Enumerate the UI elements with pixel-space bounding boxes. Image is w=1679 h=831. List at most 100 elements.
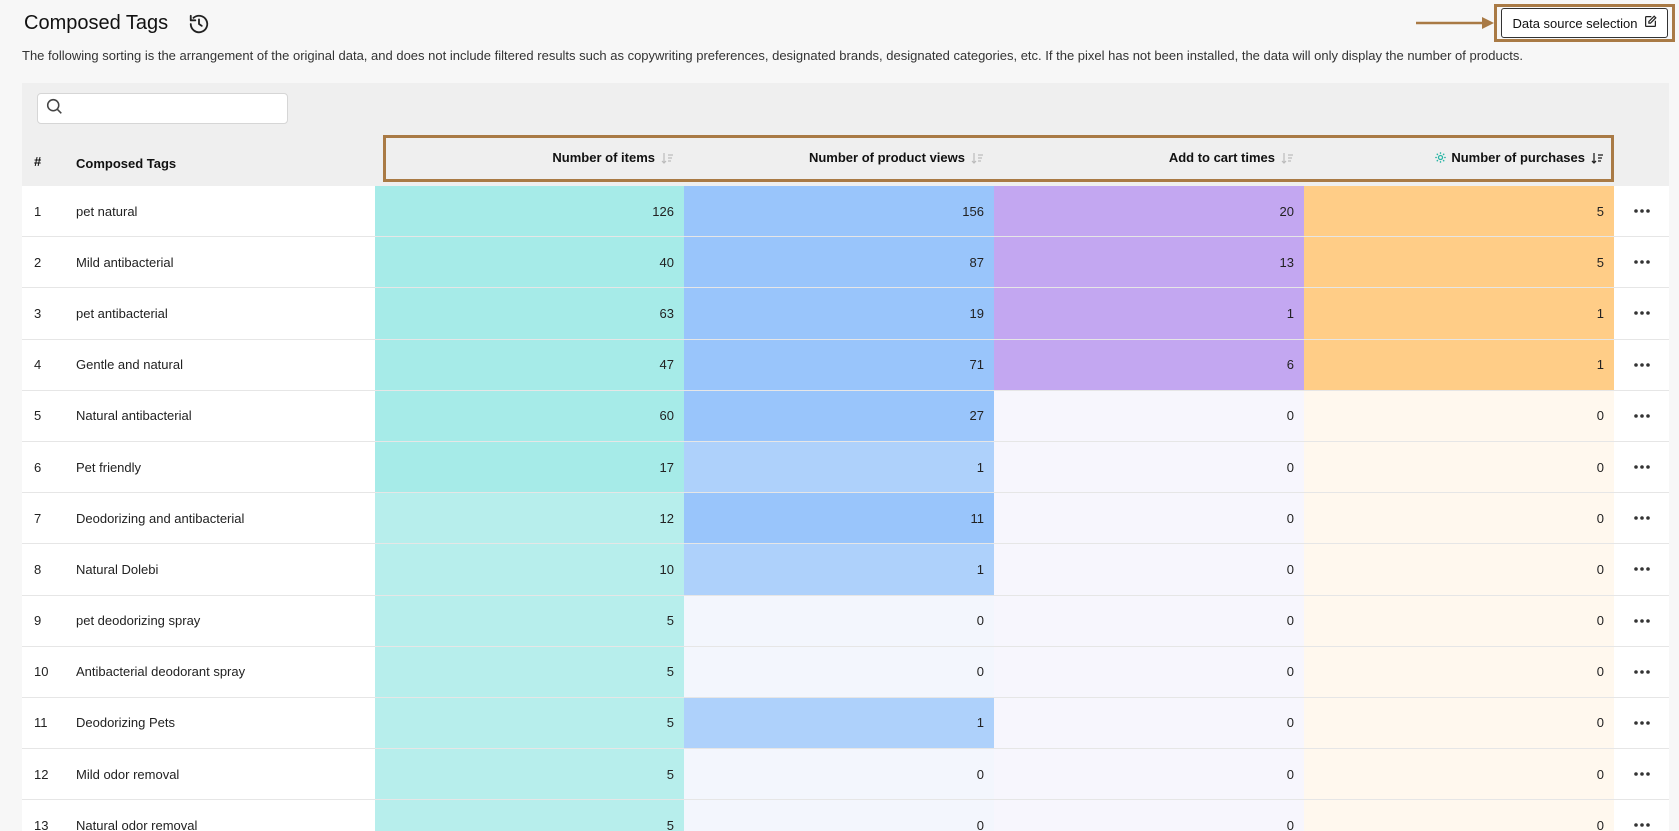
more-icon[interactable] — [1633, 362, 1651, 368]
row-views: 71 — [684, 339, 994, 390]
column-header-purchases[interactable]: Number of purchases — [1304, 133, 1614, 182]
row-views: 1 — [684, 544, 994, 595]
row-cart: 1 — [994, 288, 1304, 339]
row-index: 11 — [34, 715, 48, 731]
table-row: 11 Deodorizing Pets 5 1 0 0 — [22, 697, 1669, 750]
row-items: 47 — [375, 339, 684, 390]
row-tag: pet antibacterial — [76, 305, 168, 321]
edit-icon — [1644, 15, 1657, 31]
row-cart: 0 — [994, 544, 1304, 595]
row-tag: Deodorizing and antibacterial — [76, 510, 245, 526]
row-actions — [1614, 237, 1669, 287]
table-row: 6 Pet friendly 17 1 0 0 — [22, 441, 1669, 494]
row-views: 1 — [684, 697, 994, 749]
page-description: The following sorting is the arrangement… — [22, 48, 1523, 63]
row-index: 3 — [34, 305, 42, 321]
column-header-views[interactable]: Number of product views — [684, 133, 994, 182]
search-box[interactable] — [37, 93, 288, 124]
row-cart: 20 — [994, 186, 1304, 237]
row-index: 1 — [34, 203, 42, 219]
row-purchases: 0 — [1304, 493, 1614, 544]
row-items: 40 — [375, 237, 684, 288]
row-views: 11 — [684, 493, 994, 544]
row-cart: 0 — [994, 390, 1304, 441]
row-actions — [1614, 391, 1669, 441]
row-index: 6 — [34, 459, 42, 475]
more-icon[interactable] — [1633, 259, 1651, 265]
more-icon[interactable] — [1633, 771, 1651, 777]
more-icon[interactable] — [1633, 720, 1651, 726]
row-tag: pet deodorizing spray — [76, 613, 201, 629]
row-items: 126 — [375, 186, 684, 237]
row-cart: 0 — [994, 697, 1304, 749]
data-source-button[interactable]: Data source selection — [1501, 8, 1668, 38]
table-row: 1 pet natural 126 156 20 5 — [22, 186, 1669, 238]
row-cart: 0 — [994, 595, 1304, 646]
settings-icon[interactable] — [1434, 151, 1447, 164]
row-tag: Mild antibacterial — [76, 254, 174, 270]
annotation-arrow-top — [1416, 17, 1494, 29]
row-purchases: 5 — [1304, 186, 1614, 237]
row-index: 12 — [34, 766, 49, 782]
more-icon[interactable] — [1633, 413, 1651, 419]
row-cart: 0 — [994, 441, 1304, 493]
row-cart: 0 — [994, 493, 1304, 544]
table-header: # Composed Tags Number of items Number o… — [22, 137, 1669, 186]
row-purchases: 0 — [1304, 800, 1614, 831]
data-source-highlight: Data source selection — [1494, 4, 1675, 42]
row-actions — [1614, 340, 1669, 390]
row-purchases: 5 — [1304, 237, 1614, 288]
row-views: 1 — [684, 441, 994, 493]
row-tag: Gentle and natural — [76, 357, 183, 373]
table-body: 1 pet natural 126 156 20 5 2 Mild antibacterial… — [22, 186, 1669, 831]
history-icon[interactable] — [188, 13, 210, 35]
row-items: 10 — [375, 544, 684, 595]
table-row: 12 Mild odor removal 5 0 0 0 — [22, 749, 1669, 801]
row-views: 0 — [684, 646, 994, 697]
row-index: 7 — [34, 510, 42, 526]
row-actions — [1614, 749, 1669, 799]
row-tag: Deodorizing Pets — [76, 715, 175, 731]
row-items: 5 — [375, 697, 684, 749]
more-icon[interactable] — [1633, 822, 1651, 828]
row-purchases: 0 — [1304, 544, 1614, 595]
more-icon[interactable] — [1633, 515, 1651, 521]
more-icon[interactable] — [1633, 310, 1651, 316]
row-actions — [1614, 493, 1669, 543]
page-header: Composed Tags — [24, 12, 210, 35]
row-index: 5 — [34, 408, 42, 424]
row-purchases: 0 — [1304, 697, 1614, 749]
row-purchases: 0 — [1304, 441, 1614, 493]
row-index: 4 — [34, 357, 42, 373]
row-items: 12 — [375, 493, 684, 544]
sort-icon[interactable] — [1591, 152, 1604, 164]
table-row: 9 pet deodorizing spray 5 0 0 0 — [22, 595, 1669, 647]
table-row: 7 Deodorizing and antibacterial 12 11 0 0 — [22, 493, 1669, 545]
more-icon[interactable] — [1633, 669, 1651, 675]
table-row: 13 Natural odor removal 5 0 0 0 — [22, 800, 1669, 831]
sort-icon[interactable] — [971, 152, 984, 164]
more-icon[interactable] — [1633, 618, 1651, 624]
row-items: 5 — [375, 646, 684, 697]
row-purchases: 0 — [1304, 646, 1614, 697]
sort-icon[interactable] — [661, 152, 674, 164]
row-purchases: 1 — [1304, 339, 1614, 390]
more-icon[interactable] — [1633, 208, 1651, 214]
row-index: 8 — [34, 561, 42, 577]
row-tag: Natural Dolebi — [76, 561, 159, 577]
search-icon — [46, 98, 63, 120]
column-header-tag: Composed Tags — [76, 156, 177, 171]
more-icon[interactable] — [1633, 464, 1651, 470]
row-views: 156 — [684, 186, 994, 237]
search-input[interactable] — [69, 101, 279, 116]
row-tag: Natural antibacterial — [76, 408, 192, 424]
row-tag: Pet friendly — [76, 459, 142, 475]
sort-icon[interactable] — [1281, 152, 1294, 164]
row-purchases: 0 — [1304, 595, 1614, 646]
column-header-cart[interactable]: Add to cart times — [994, 133, 1304, 182]
table-row: 2 Mild antibacterial 40 87 13 5 — [22, 237, 1669, 289]
page-title: Composed Tags — [24, 12, 169, 34]
row-cart: 0 — [994, 646, 1304, 697]
more-icon[interactable] — [1633, 566, 1651, 572]
column-header-items[interactable]: Number of items — [375, 133, 684, 182]
